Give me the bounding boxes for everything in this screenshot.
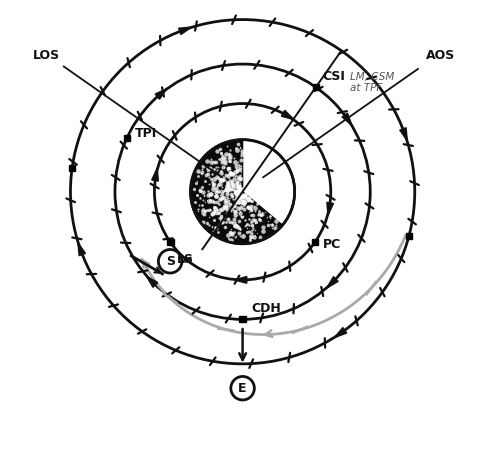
Text: LS: LS <box>177 253 194 266</box>
Text: S: S <box>165 255 174 268</box>
Text: TPI: TPI <box>135 127 157 140</box>
Text: CDH: CDH <box>250 302 280 315</box>
Polygon shape <box>326 277 338 288</box>
Polygon shape <box>234 276 246 283</box>
Wedge shape <box>190 140 282 244</box>
Polygon shape <box>155 89 167 99</box>
Polygon shape <box>281 110 294 119</box>
Polygon shape <box>334 328 346 337</box>
Text: PC: PC <box>322 238 340 252</box>
Text: LOS: LOS <box>33 49 60 62</box>
Polygon shape <box>312 84 318 90</box>
Polygon shape <box>326 202 333 215</box>
Polygon shape <box>311 239 317 246</box>
Polygon shape <box>405 233 411 240</box>
Text: E: E <box>238 382 246 395</box>
Text: CSI: CSI <box>322 70 345 83</box>
Circle shape <box>190 140 294 244</box>
Polygon shape <box>341 113 351 125</box>
Text: AOS: AOS <box>425 49 454 62</box>
Polygon shape <box>399 128 406 141</box>
Polygon shape <box>124 134 130 141</box>
Polygon shape <box>167 239 173 246</box>
Polygon shape <box>69 165 75 171</box>
Polygon shape <box>78 243 85 256</box>
Text: LM, CSM
at TPF: LM, CSM at TPF <box>349 72 393 93</box>
Polygon shape <box>151 168 158 181</box>
Polygon shape <box>178 27 191 34</box>
Polygon shape <box>239 316 245 323</box>
Polygon shape <box>146 276 157 287</box>
